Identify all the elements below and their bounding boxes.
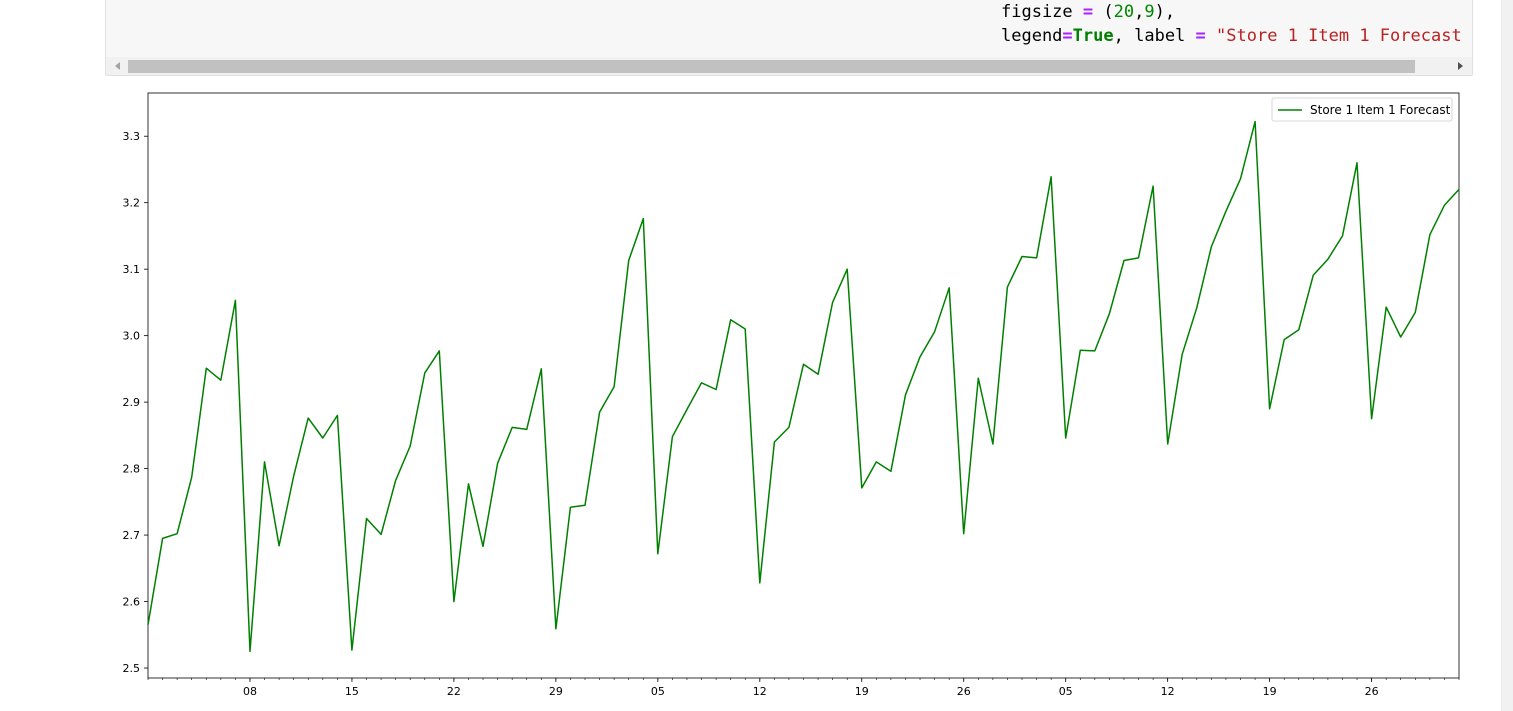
x-tick-label: 12 xyxy=(1161,685,1175,698)
code-token-figsize: figsize xyxy=(1001,2,1073,22)
code-token-label: label xyxy=(1134,26,1186,46)
code-line-legend-label: legend=True, label = "Store 1 Item 1 For… xyxy=(1001,26,1462,46)
y-tick-label: 2.5 xyxy=(123,662,141,675)
code-token-open-paren: ( xyxy=(1103,2,1114,22)
legend-box xyxy=(1271,97,1453,122)
horizontal-scrollbar[interactable] xyxy=(106,57,1472,75)
x-tick-label: 22 xyxy=(447,685,461,698)
legend-label: Store 1 Item 1 Forecast xyxy=(1310,103,1451,117)
y-tick-label: 3.0 xyxy=(123,330,141,343)
code-token-equals: = xyxy=(1062,26,1073,46)
code-line-figsize: figsize = (20,9), xyxy=(1001,2,1175,22)
code-token-close-paren: ), xyxy=(1154,2,1176,22)
plot-area-frame xyxy=(147,92,1460,679)
x-tick-label: 15 xyxy=(345,685,359,698)
code-token-true: True xyxy=(1072,26,1114,46)
y-tick-label: 2.6 xyxy=(123,596,141,609)
x-tick-label: 26 xyxy=(1365,685,1379,698)
scroll-right-icon[interactable] xyxy=(1458,62,1463,70)
x-tick-label: 26 xyxy=(957,685,971,698)
x-tick-label: 29 xyxy=(549,685,563,698)
y-tick-label: 2.7 xyxy=(123,529,141,542)
y-tick-label: 2.8 xyxy=(123,463,141,476)
page-vertical-scrollbar[interactable] xyxy=(1501,0,1513,711)
x-tick-label: 19 xyxy=(855,685,869,698)
code-token-legend: legend xyxy=(1001,26,1063,46)
y-tick-label: 3.1 xyxy=(123,263,141,276)
scrollbar-thumb[interactable] xyxy=(128,60,1415,73)
y-tick-label: 2.9 xyxy=(123,396,141,409)
code-token-separator: , xyxy=(1113,26,1135,46)
code-token-width: 20 xyxy=(1113,2,1135,22)
legend: Store 1 Item 1 Forecast xyxy=(1271,97,1453,122)
y-tick-label: 3.3 xyxy=(123,130,141,143)
series-line-forecast xyxy=(147,120,1460,653)
x-tick-label: 19 xyxy=(1263,685,1277,698)
scroll-left-icon[interactable] xyxy=(115,62,120,70)
code-token-label-string: "Store 1 Item 1 Forecast xyxy=(1216,26,1462,46)
x-tick-label: 05 xyxy=(651,685,665,698)
code-token-equals: = xyxy=(1082,2,1094,22)
code-token-equals: = xyxy=(1195,26,1206,46)
code-token-comma: , xyxy=(1134,2,1145,22)
y-axis: 2.5 2.6 2.7 2.8 2.9 3.0 3.1 3.2 3.3 xyxy=(123,130,148,675)
y-tick-label: 3.2 xyxy=(123,197,141,210)
x-tick-label: 12 xyxy=(753,685,767,698)
code-cell[interactable]: figsize = (20,9), legend=True, label = "… xyxy=(105,0,1473,76)
x-tick-label: 08 xyxy=(243,685,257,698)
x-axis: 08 15 22 29 05 12 19 26 05 12 19 26 xyxy=(147,678,1460,698)
x-tick-label: 05 xyxy=(1059,685,1073,698)
code-token-height: 9 xyxy=(1144,2,1155,22)
